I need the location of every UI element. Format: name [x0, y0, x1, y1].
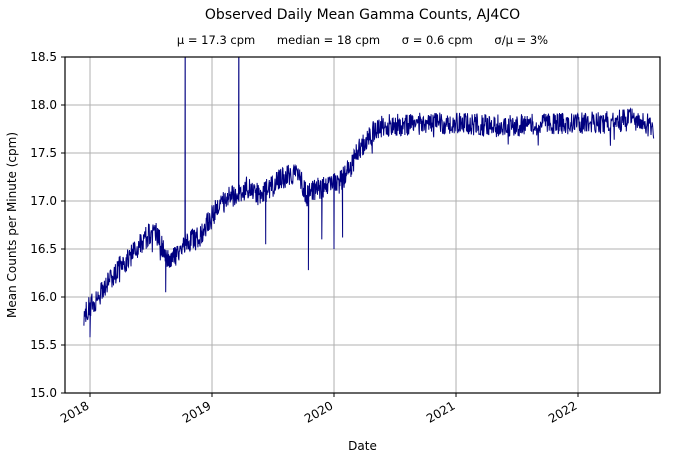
- y-tick-label: 18.5: [30, 50, 57, 64]
- x-tick-label: 2018: [58, 398, 91, 425]
- stat-mu: μ = 17.3 cpm: [176, 33, 256, 47]
- x-tick-label: 2021: [424, 398, 457, 425]
- y-tick-label: 15.0: [30, 386, 57, 400]
- y-tick-label: 17.0: [30, 194, 57, 208]
- x-tick-label: 2022: [546, 398, 579, 425]
- chart-subtitle: μ = 17.3 cpm median = 18 cpm σ = 0.6 cpm…: [65, 33, 660, 47]
- y-tick-label: 18.0: [30, 98, 57, 112]
- y-tick-label: 16.5: [30, 242, 57, 256]
- x-tick-label: 2020: [302, 398, 335, 425]
- series-line: [83, 57, 655, 338]
- y-tick-label: 15.5: [30, 338, 57, 352]
- x-axis-label: Date: [348, 439, 377, 453]
- y-tick-label: 16.0: [30, 290, 57, 304]
- chart-title: Observed Daily Mean Gamma Counts, AJ4CO: [204, 7, 521, 23]
- y-tick-label: 17.5: [30, 146, 57, 160]
- y-axis-label: Mean Counts per Minute (cpm): [5, 132, 19, 318]
- stat-median: median = 18 cpm: [276, 33, 381, 47]
- stat-sigma: σ = 0.6 cpm: [401, 33, 473, 47]
- plot-border: [64, 56, 661, 394]
- stat-sigma-over-mu: σ/μ = 3%: [494, 33, 549, 47]
- x-tick-label: 2019: [180, 398, 213, 425]
